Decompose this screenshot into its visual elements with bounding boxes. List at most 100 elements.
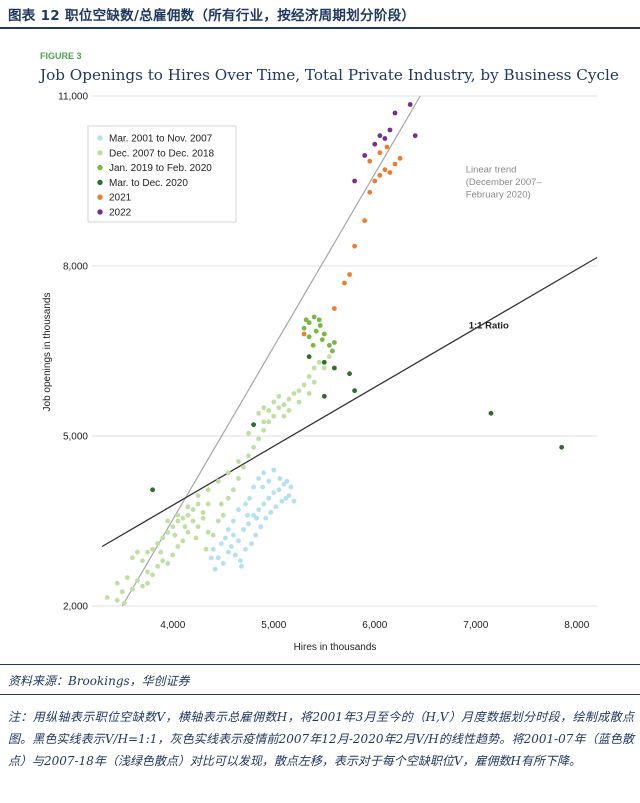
data-point (256, 507, 262, 513)
trend-line-label: (December 2007– (466, 177, 543, 188)
legend-label: Mar. 2001 to Nov. 2007 (109, 134, 213, 145)
figure-label: FIGURE 3 (40, 51, 82, 61)
data-point (316, 359, 322, 365)
data-point (182, 524, 188, 530)
data-point (215, 518, 221, 524)
data-point (377, 172, 383, 178)
data-point (236, 538, 241, 544)
y-tick-label: 8,000 (63, 262, 88, 273)
data-point (283, 495, 289, 501)
data-point (150, 546, 156, 552)
data-point (225, 549, 231, 555)
data-point (193, 535, 199, 541)
data-point (286, 396, 292, 402)
data-point (261, 470, 267, 476)
ratio-line-label: 1:1 Ratio (469, 320, 509, 331)
data-point (195, 501, 201, 507)
data-point (190, 507, 196, 513)
legend-label: Mar. to Dec. 2020 (109, 178, 188, 189)
data-point (306, 374, 312, 379)
data-point (291, 391, 297, 396)
data-point (352, 388, 357, 394)
data-point (246, 430, 251, 436)
data-point (190, 518, 196, 524)
data-point (271, 490, 277, 496)
data-point (205, 501, 211, 507)
data-point (263, 515, 269, 521)
data-point (114, 597, 120, 603)
data-point (210, 546, 216, 552)
footer-divider-bottom (0, 694, 640, 695)
data-point (114, 580, 120, 586)
legend-box (87, 125, 237, 223)
data-point (212, 566, 218, 572)
data-point (243, 546, 248, 552)
data-point (377, 150, 383, 156)
data-point (236, 476, 241, 481)
data-point (239, 563, 244, 569)
data-point (301, 325, 307, 331)
data-point (261, 501, 267, 507)
data-point (367, 189, 373, 195)
data-point (246, 521, 251, 527)
data-point (284, 478, 290, 484)
data-point (266, 495, 272, 501)
data-point (155, 541, 161, 547)
data-point (306, 354, 312, 360)
legend-label: 2022 (109, 208, 132, 219)
data-point (347, 272, 352, 277)
data-point (266, 478, 272, 484)
data-point (225, 527, 231, 532)
trend-line-label: February 2020) (466, 190, 531, 201)
data-point (155, 563, 161, 569)
data-point (256, 436, 262, 442)
data-point (266, 408, 272, 413)
data-point (332, 340, 337, 345)
data-point (271, 413, 277, 419)
data-point (253, 532, 259, 538)
data-point (145, 549, 150, 555)
data-point (301, 331, 307, 337)
data-point (397, 155, 403, 161)
data-point (301, 382, 307, 388)
data-point (225, 495, 231, 501)
data-point (559, 444, 565, 450)
data-point (407, 102, 413, 107)
data-point (392, 110, 398, 116)
data-point (215, 555, 221, 561)
data-point (228, 544, 234, 549)
data-point (387, 170, 393, 175)
data-point (222, 535, 228, 541)
data-point (362, 218, 368, 224)
data-point (254, 515, 260, 521)
data-point (277, 476, 283, 481)
data-point (352, 243, 357, 249)
data-point (121, 600, 127, 606)
data-point (236, 507, 241, 513)
legend-marker (97, 209, 103, 215)
data-point (241, 527, 246, 532)
data-point (180, 515, 186, 521)
data-point (273, 504, 279, 510)
data-point (306, 391, 312, 396)
data-point (170, 552, 176, 558)
legend-marker (97, 164, 103, 171)
line-annotations: Linear trend(December 2007– February 2020… (466, 165, 543, 332)
data-point (175, 518, 181, 524)
data-point (165, 518, 171, 524)
data-point (279, 498, 285, 504)
data-point (260, 484, 266, 490)
data-point (175, 544, 181, 549)
data-point (238, 558, 243, 564)
data-point (384, 144, 390, 150)
data-point (382, 167, 388, 173)
data-point (140, 583, 145, 589)
data-point (372, 178, 378, 184)
data-point (165, 529, 171, 535)
data-point (342, 280, 347, 286)
data-point (326, 354, 332, 360)
x-tick-label: 5,000 (261, 620, 286, 631)
legend-marker (97, 150, 103, 156)
data-point (332, 365, 337, 371)
data-point (488, 410, 494, 416)
